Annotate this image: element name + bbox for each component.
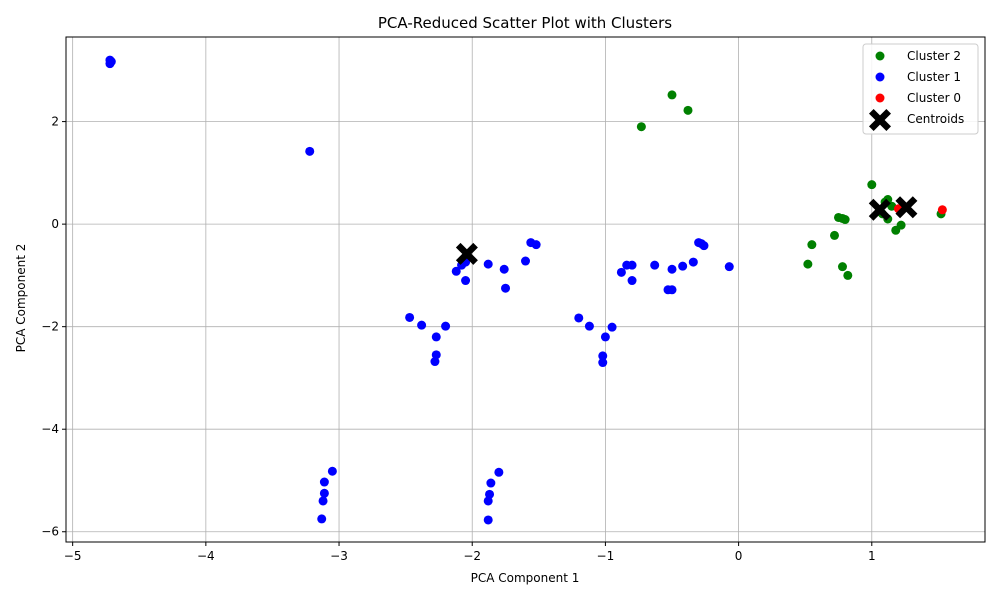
cluster-1-point: [461, 276, 471, 286]
legend-cluster-1-marker: [875, 72, 885, 82]
cluster-1-point: [319, 488, 329, 498]
cluster-2-point: [807, 240, 817, 250]
cluster-1-point: [667, 264, 677, 274]
cluster-1-point: [616, 267, 626, 277]
grid-lines: [66, 37, 985, 542]
cluster-1-point: [724, 262, 734, 272]
cluster-1-point: [699, 241, 709, 251]
cluster-2-point: [636, 122, 646, 132]
centroids-marker: [868, 198, 891, 221]
cluster-1-point: [607, 322, 617, 332]
cluster-1-point: [688, 257, 698, 267]
cluster-1-point: [431, 332, 441, 342]
cluster-1-point: [627, 260, 637, 270]
y-tick-label: 2: [51, 115, 59, 129]
centroids-marker-shape: [868, 198, 891, 221]
cluster-1-point: [483, 496, 493, 506]
cluster-1-point: [106, 57, 116, 67]
x-tick-label: −2: [463, 549, 481, 563]
cluster-1-point: [318, 496, 328, 506]
cluster-1-point: [485, 489, 495, 499]
cluster-1-point: [627, 276, 637, 286]
legend-cluster-0-label: Cluster 0: [907, 91, 961, 105]
cluster-1-point: [598, 358, 608, 368]
cluster-2-point: [683, 105, 693, 115]
legend-cluster-1-label: Cluster 1: [907, 70, 961, 84]
x-tick-label: −4: [197, 549, 215, 563]
y-tick-label: −2: [41, 320, 59, 334]
cluster-1-point: [317, 514, 327, 524]
cluster-1-point: [483, 515, 493, 525]
cluster-1-point: [441, 321, 451, 331]
data-points: [105, 55, 947, 525]
cluster-1-point: [499, 264, 509, 274]
cluster-1-point: [678, 261, 688, 271]
cluster-1-point: [431, 350, 441, 360]
cluster-1-point: [405, 312, 415, 322]
cluster-1-point: [598, 351, 608, 361]
legend-cluster-2-label: Cluster 2: [907, 49, 961, 63]
cluster-2-point: [896, 220, 906, 230]
x-tick-label: −3: [330, 549, 348, 563]
cluster-0-point: [937, 205, 947, 215]
cluster-1-point: [650, 260, 660, 270]
cluster-1-point: [486, 478, 496, 488]
x-tick-label: 1: [868, 549, 876, 563]
centroids-marker: [455, 242, 478, 265]
cluster-1-point: [667, 285, 677, 295]
cluster-2-point: [829, 230, 839, 240]
legend-cluster-2-marker: [875, 51, 885, 61]
cluster-2-point: [803, 259, 813, 269]
x-tick-label: −5: [64, 549, 82, 563]
y-tick-label: −4: [41, 422, 59, 436]
x-axis-label: PCA Component 1: [471, 571, 580, 585]
legend-centroids-marker-shape: [869, 109, 891, 131]
cluster-1-point: [494, 467, 504, 477]
centroids-marker: [895, 196, 918, 219]
legend-box: [862, 43, 979, 135]
cluster-1-point: [430, 357, 440, 367]
legend-centroids-marker: [869, 109, 891, 131]
cluster-2-point: [837, 262, 847, 272]
cluster-1-point: [483, 259, 493, 269]
chart-title: PCA-Reduced Scatter Plot with Clusters: [378, 14, 672, 32]
y-tick-label: −6: [41, 525, 59, 539]
cluster-1-point: [531, 240, 541, 250]
x-tick-label: 0: [735, 549, 743, 563]
plot-frame: [65, 36, 986, 543]
y-tick-label: 0: [51, 217, 59, 231]
cluster-1-point: [501, 283, 511, 293]
legend-cluster-0-marker: [875, 93, 885, 103]
cluster-1-point: [305, 146, 315, 156]
axis-ticks: −5 −4 −3 −2 −1 0 1 −6 −4 −2 0 2: [41, 115, 875, 563]
cluster-1-point: [521, 256, 530, 266]
cluster-2-point: [837, 213, 847, 223]
cluster-2-point: [667, 90, 677, 100]
centroids-marker-shape: [455, 242, 478, 265]
cluster-1-point: [327, 466, 337, 476]
legend: Cluster 2 Cluster 1 Cluster 0 Centroids: [862, 43, 979, 135]
cluster-1-point: [319, 477, 329, 487]
cluster-1-point: [417, 320, 427, 330]
cluster-1-point: [600, 332, 610, 342]
y-axis-label: PCA Component 2: [14, 244, 28, 353]
cluster-1-point: [584, 321, 594, 331]
cluster-1-point: [451, 266, 461, 276]
cluster-1-point: [574, 313, 584, 323]
cluster-2-point: [843, 270, 853, 280]
legend-centroids-label: Centroids: [907, 112, 964, 126]
centroids-marker-shape: [895, 196, 918, 219]
cluster-2-point: [867, 180, 877, 190]
x-tick-label: −1: [597, 549, 615, 563]
